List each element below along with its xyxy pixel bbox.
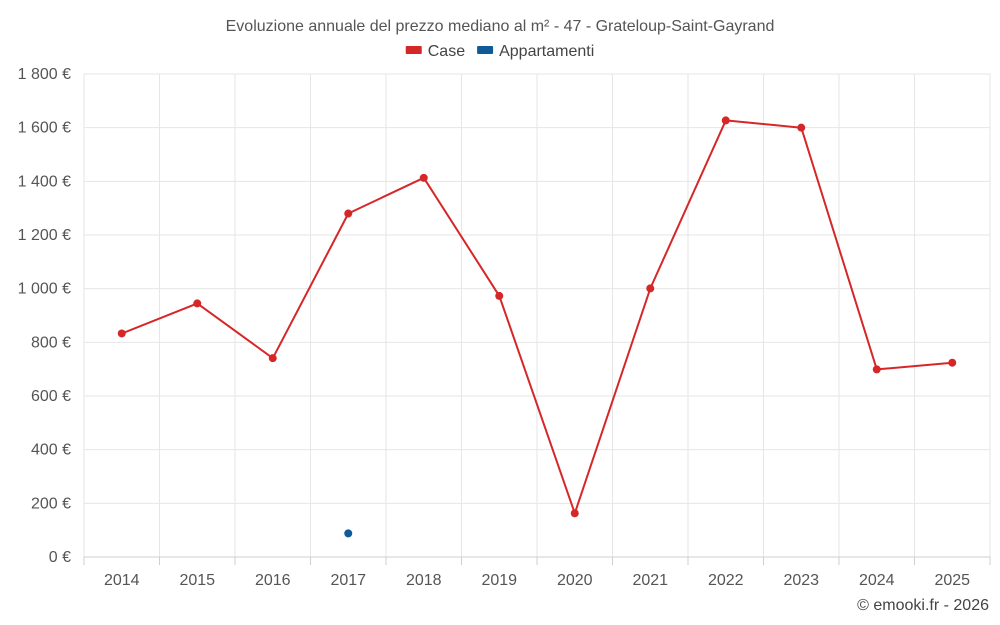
y-tick-label: 1 200 € — [18, 227, 71, 244]
x-tick-label: 2022 — [708, 572, 744, 589]
data-point-case[interactable] — [268, 354, 277, 363]
legend-item-case[interactable]: Case — [405, 43, 465, 60]
data-point-case[interactable] — [948, 358, 957, 367]
y-tick-label: 1 000 € — [18, 281, 71, 298]
x-axis: 2014 2015 2016 2017 2018 2019 2020 2021 2022 2023… — [83, 556, 991, 589]
y-tick-label: 1 400 € — [18, 173, 71, 190]
grid — [83, 73, 991, 557]
chart-title: Evoluzione annuale del prezzo mediano al… — [226, 18, 775, 35]
legend-label: Case — [428, 43, 465, 60]
data-point-case[interactable] — [721, 116, 730, 125]
x-tick-label: 2017 — [330, 572, 366, 589]
data-point-case[interactable] — [117, 329, 126, 338]
data-point-appartamenti[interactable] — [344, 529, 353, 538]
x-tick-label: 2021 — [632, 572, 668, 589]
x-tick-label: 2019 — [481, 572, 517, 589]
x-tick-label: 2024 — [859, 572, 895, 589]
x-tick-label: 2023 — [783, 572, 819, 589]
y-tick-label: 200 € — [31, 495, 71, 512]
x-tick-label: 2018 — [406, 572, 442, 589]
data-point-case[interactable] — [344, 209, 353, 218]
legend: Case Appartamenti — [405, 43, 594, 60]
y-tick-label: 1 600 € — [18, 120, 71, 137]
legend-swatch — [477, 46, 494, 54]
y-tick-label: 0 € — [49, 549, 71, 566]
legend-label: Appartamenti — [499, 43, 594, 60]
data-point-case[interactable] — [872, 365, 881, 374]
data-point-case[interactable] — [495, 291, 504, 300]
data-point-case[interactable] — [797, 123, 806, 132]
series — [117, 116, 957, 538]
y-tick-label: 600 € — [31, 388, 71, 405]
data-point-case[interactable] — [193, 299, 202, 308]
y-axis: 0 € 200 € 400 € 600 € 800 € 1 000 € 1 200 € 1 4… — [18, 66, 71, 566]
x-tick-label: 2015 — [179, 572, 215, 589]
data-point-case[interactable] — [570, 509, 579, 518]
x-tick-label: 2014 — [104, 572, 140, 589]
x-tick-label: 2016 — [255, 572, 291, 589]
legend-item-appartamenti[interactable]: Appartamenti — [477, 43, 594, 60]
data-point-case[interactable] — [646, 284, 655, 293]
y-tick-label: 1 800 € — [18, 66, 71, 83]
legend-swatch — [405, 46, 422, 54]
credit-text: © emooki.fr - 2026 — [857, 597, 989, 614]
y-tick-label: 800 € — [31, 334, 71, 351]
y-tick-label: 400 € — [31, 442, 71, 459]
x-tick-label: 2020 — [557, 572, 593, 589]
data-point-case[interactable] — [419, 173, 428, 182]
series-line-case — [121, 119, 953, 515]
x-tick-label: 2025 — [934, 572, 970, 589]
